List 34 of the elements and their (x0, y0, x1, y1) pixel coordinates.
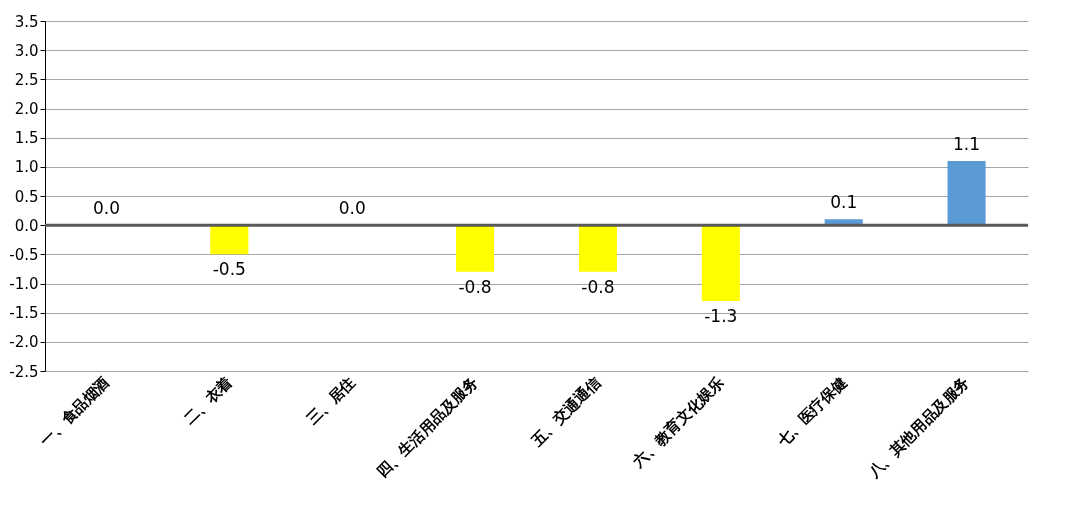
bar (701, 225, 740, 301)
y-tick-label: 3.5 (14, 12, 39, 31)
x-tick-label: 三、居住 (303, 373, 359, 429)
bar (578, 225, 617, 272)
data-label: -0.5 (212, 259, 246, 280)
bar (210, 225, 249, 255)
y-tick-label: 2.0 (14, 100, 39, 118)
data-label: 0.0 (92, 198, 120, 219)
data-label: -1.3 (704, 306, 738, 326)
y-tick-label: 0.5 (14, 187, 39, 206)
data-label: -0.8 (458, 276, 492, 297)
y-tick-label: -2.0 (9, 333, 39, 352)
bar (456, 225, 495, 272)
x-tick-label: 一、食品烟酒 (36, 373, 113, 450)
data-label: 1.1 (953, 134, 981, 154)
data-label: 0.1 (830, 192, 858, 213)
x-tick-label: 六、教育文化娱乐 (628, 373, 728, 472)
y-tick-label: 3.0 (14, 41, 39, 60)
y-tick-label: 0.0 (14, 216, 39, 235)
x-tick-label: 四、生活用品及服务 (373, 373, 482, 482)
y-tick-label: -1.5 (9, 304, 39, 323)
y-tick-label: -1.0 (9, 275, 39, 293)
y-tick-label: -2.5 (9, 362, 39, 381)
y-tick-label: -0.5 (9, 245, 39, 264)
bar (947, 161, 986, 226)
x-tick-label: 五、交通通信 (527, 373, 605, 451)
y-tick-label: 2.5 (14, 70, 39, 89)
y-tick-label: 1.0 (14, 158, 39, 177)
y-tick-label: 1.5 (14, 129, 39, 148)
x-tick-label: 八、其他用品及服务 (864, 373, 973, 483)
data-label: -0.8 (581, 276, 615, 297)
x-tick-label: 七、医疗保健 (772, 373, 851, 451)
x-tick-label: 二、衣着 (180, 373, 236, 429)
data-label: 0.0 (338, 198, 366, 219)
